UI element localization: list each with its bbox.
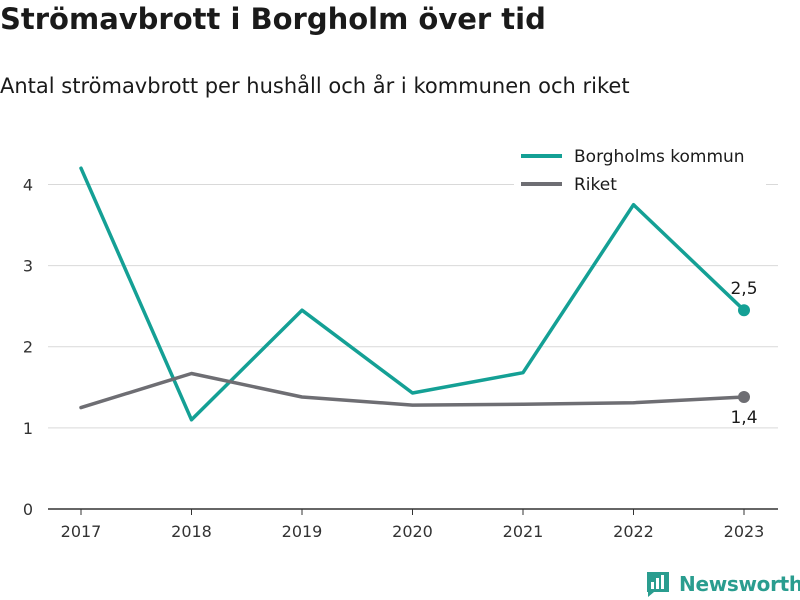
legend-label-riket: Riket xyxy=(574,175,617,195)
x-tick-label: 2022 xyxy=(613,522,654,541)
x-tick-label: 2018 xyxy=(171,522,212,541)
end-label-riket: 1,4 xyxy=(730,408,757,428)
chart-title: Strömavbrott i Borgholm över tid xyxy=(0,2,546,36)
y-tick-label: 2 xyxy=(23,338,33,357)
series-line-riket xyxy=(79,371,746,410)
y-tick-label: 0 xyxy=(23,500,33,519)
legend-label-borgholm: Borgholms kommun xyxy=(574,147,745,167)
x-tick-label: 2020 xyxy=(392,522,433,541)
chart-subtitle: Antal strömavbrott per hushåll och år i … xyxy=(0,74,630,98)
y-tick-label: 3 xyxy=(23,257,33,276)
series-lines xyxy=(79,166,750,422)
y-tick-label: 4 xyxy=(23,175,33,194)
x-tick-label: 2021 xyxy=(503,522,544,541)
data-labels: 2,5 1,4 xyxy=(730,279,757,428)
end-point-borgholm xyxy=(738,304,750,317)
newsworthy-logo-icon xyxy=(647,572,669,597)
axes: 0 1 2 3 4 2017 2018 2019 2020 2021 2022 2023 xyxy=(23,175,778,541)
x-tick-label: 2023 xyxy=(724,522,765,541)
newsworthy-brand: Newsworthy xyxy=(645,570,800,598)
legend-background xyxy=(514,143,766,199)
x-tick-label: 2019 xyxy=(282,522,323,541)
series-line-borgholm xyxy=(79,166,746,422)
y-tick-label: 1 xyxy=(23,419,33,438)
brand-name: Newsworthy xyxy=(679,572,800,596)
legend: Borgholms kommun Riket xyxy=(514,143,766,199)
end-point-riket xyxy=(738,391,750,404)
x-tick-label: 2017 xyxy=(61,522,102,541)
end-label-borgholm: 2,5 xyxy=(730,279,757,299)
